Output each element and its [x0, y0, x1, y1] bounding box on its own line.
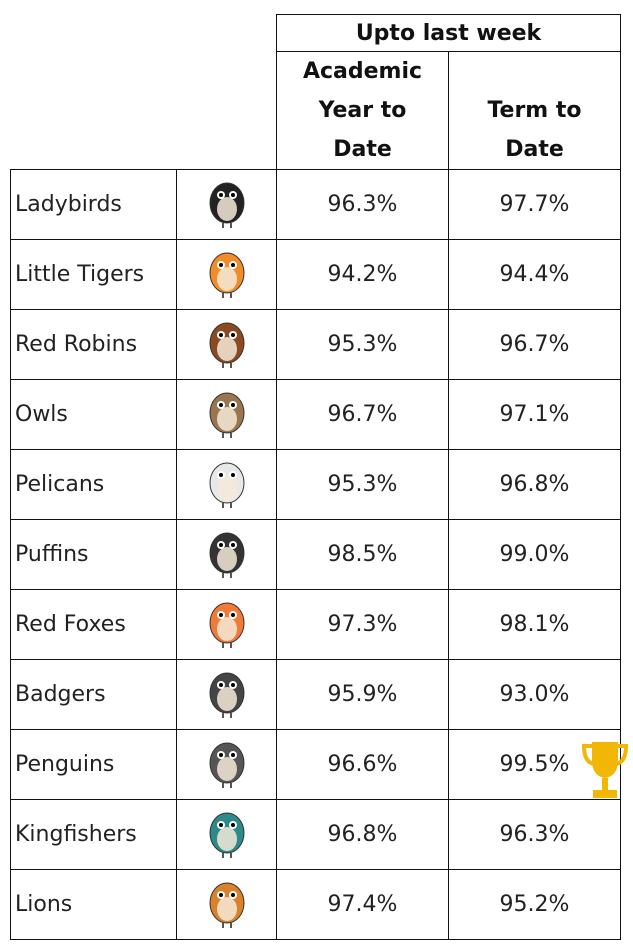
percent-cell: 95.9% [277, 660, 449, 730]
row-name: Lions [11, 870, 177, 940]
percent-cell: 96.7% [449, 310, 621, 380]
percent-cell: 97.1% [449, 380, 621, 450]
blank-cell [11, 15, 277, 170]
animal-icon-cell [177, 170, 277, 240]
percent-cell: 95.2% [449, 870, 621, 940]
data-row: Ladybirds 96.3%97.7% [11, 170, 621, 240]
animal-icon [205, 735, 249, 789]
row-name: Puffins [11, 520, 177, 590]
row-name: Kingfishers [11, 800, 177, 870]
trophy-icon [582, 740, 628, 802]
header-row: Upto last week [11, 15, 621, 52]
data-row: Badgers 95.9%93.0% [11, 660, 621, 730]
percent-cell: 96.6% [277, 730, 449, 800]
data-row: Little Tigers 94.2%94.4% [11, 240, 621, 310]
animal-icon-cell [177, 310, 277, 380]
percent-cell: 96.7% [277, 380, 449, 450]
animal-icon [205, 245, 249, 299]
animal-icon [205, 315, 249, 369]
row-name: Pelicans [11, 450, 177, 520]
animal-icon-cell [177, 590, 277, 660]
percent-cell: 97.3% [277, 590, 449, 660]
data-row: Pelicans 95.3%96.8% [11, 450, 621, 520]
animal-icon [205, 595, 249, 649]
row-name: Red Robins [11, 310, 177, 380]
row-name: Red Foxes [11, 590, 177, 660]
data-row: Owls 96.7%97.1% [11, 380, 621, 450]
percent-cell: 98.1% [449, 590, 621, 660]
percent-cell: 95.3% [277, 310, 449, 380]
animal-icon-cell [177, 520, 277, 590]
animal-icon-cell [177, 240, 277, 310]
animal-icon [205, 805, 249, 859]
percent-cell: 94.2% [277, 240, 449, 310]
percent-cell: 96.8% [449, 450, 621, 520]
animal-icon-cell [177, 660, 277, 730]
row-name: Little Tigers [11, 240, 177, 310]
percent-cell: 93.0% [449, 660, 621, 730]
percent-cell: 96.3% [277, 170, 449, 240]
animal-icon [205, 175, 249, 229]
row-name: Ladybirds [11, 170, 177, 240]
animal-icon-cell [177, 800, 277, 870]
percent-cell: 96.8% [277, 800, 449, 870]
percent-cell: 95.3% [277, 450, 449, 520]
animal-icon [205, 665, 249, 719]
animal-icon [205, 525, 249, 579]
page: Upto last week Academic Year to Date Ter… [0, 0, 633, 947]
group-header: Upto last week [277, 15, 621, 52]
percent-cell: 94.4% [449, 240, 621, 310]
animal-icon-cell [177, 730, 277, 800]
percent-cell: 99.0% [449, 520, 621, 590]
data-row: Red Robins 95.3%96.7% [11, 310, 621, 380]
row-name: Owls [11, 380, 177, 450]
animal-icon-cell [177, 870, 277, 940]
data-row: Red Foxes 97.3%98.1% [11, 590, 621, 660]
row-name: Penguins [11, 730, 177, 800]
percent-cell: 98.5% [277, 520, 449, 590]
data-row: Lions 97.4%95.2% [11, 870, 621, 940]
animal-icon [205, 875, 249, 929]
animal-icon-cell [177, 450, 277, 520]
column-header: Term to Date [449, 52, 621, 170]
row-name: Badgers [11, 660, 177, 730]
animal-icon [205, 455, 249, 509]
animal-icon-cell [177, 380, 277, 450]
percent-cell: 97.4% [277, 870, 449, 940]
column-header: Academic Year to Date [277, 52, 449, 170]
data-row: Puffins 98.5%99.0% [11, 520, 621, 590]
attendance-table: Upto last week Academic Year to Date Ter… [10, 14, 621, 940]
percent-cell: 97.7% [449, 170, 621, 240]
data-row: Kingfishers 96.8%96.3% [11, 800, 621, 870]
animal-icon [205, 385, 249, 439]
percent-cell: 96.3% [449, 800, 621, 870]
